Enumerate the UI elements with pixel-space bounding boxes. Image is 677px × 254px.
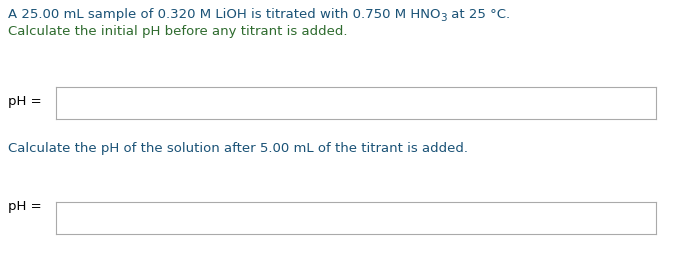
Text: pH =: pH = [8,199,41,212]
Text: Calculate the initial pH before any titrant is added.: Calculate the initial pH before any titr… [8,25,347,38]
Text: Calculate the pH of the solution after 5.00 mL of the titrant is added.: Calculate the pH of the solution after 5… [8,141,468,154]
Text: A 25.00 mL sample of 0.320 M LiOH is titrated with 0.750 M HNO: A 25.00 mL sample of 0.320 M LiOH is tit… [8,8,441,21]
Text: at 25 °C.: at 25 °C. [447,8,510,21]
Text: pH =: pH = [8,95,41,108]
Text: 3: 3 [441,13,447,23]
